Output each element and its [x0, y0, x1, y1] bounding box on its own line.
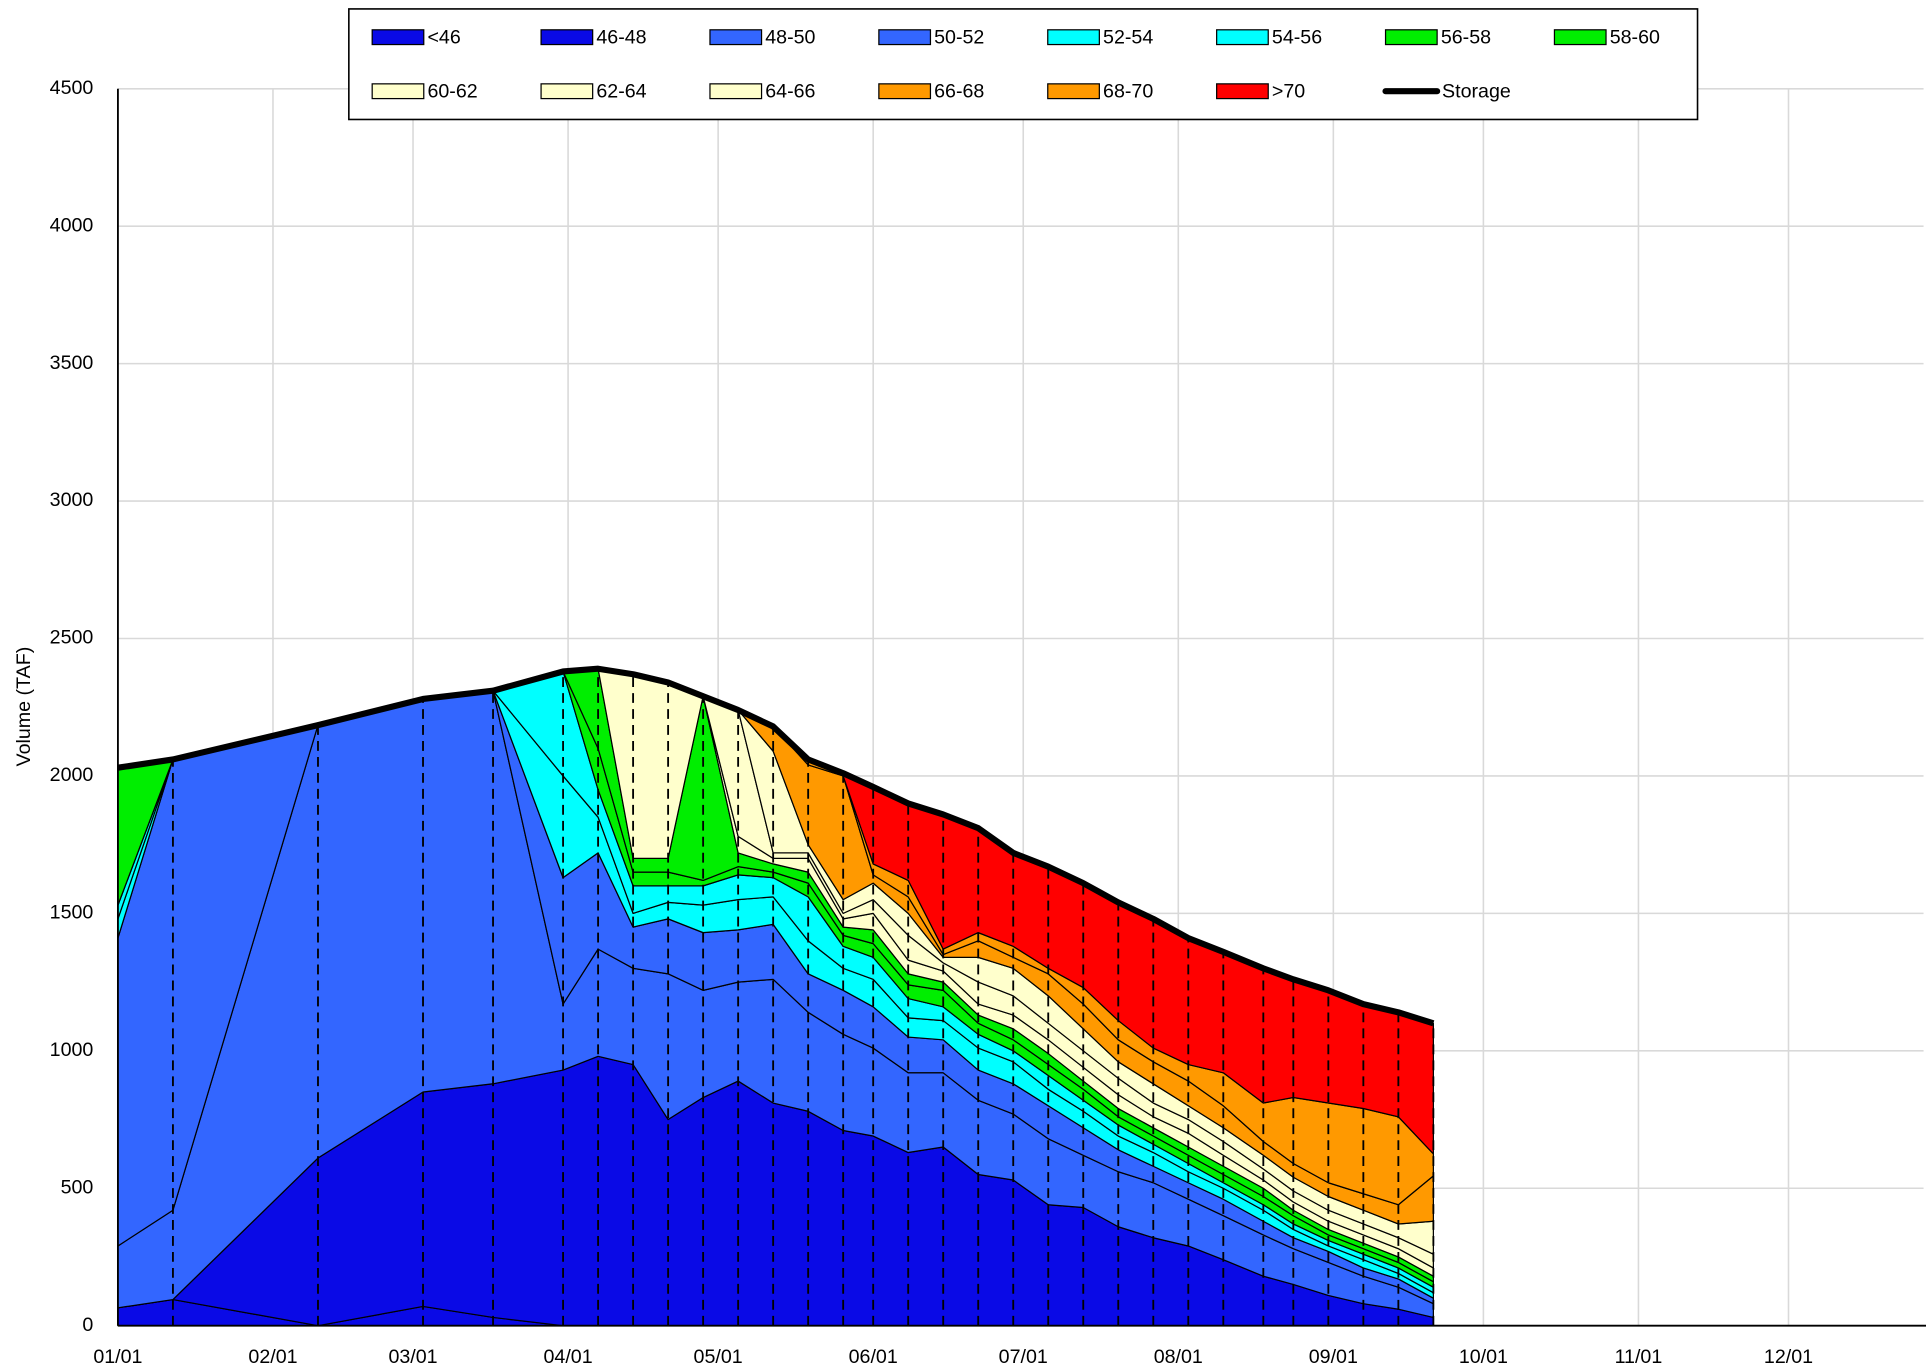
x-tick-label: 05/01 — [694, 1346, 743, 1368]
x-tick-label: 01/01 — [93, 1346, 142, 1368]
legend-label: 56-58 — [1441, 27, 1491, 49]
legend-swatch — [1384, 29, 1438, 46]
y-tick-label: 3500 — [50, 352, 94, 374]
legend-swatch — [878, 83, 932, 100]
legend-label: 66-68 — [934, 81, 984, 103]
legend-label: 50-52 — [934, 27, 984, 49]
x-tick-label: 10/01 — [1459, 1346, 1508, 1368]
legend-label: 54-56 — [1272, 27, 1322, 49]
legend-label: 62-64 — [596, 81, 646, 103]
legend-swatch — [1216, 83, 1269, 100]
legend-swatch — [1047, 29, 1100, 46]
legend-label: 58-60 — [1610, 27, 1660, 49]
x-tick-label: 04/01 — [543, 1346, 592, 1368]
x-tick-label: 02/01 — [248, 1346, 297, 1368]
y-tick-label: 2000 — [50, 764, 94, 786]
x-tick-label: 09/01 — [1309, 1346, 1358, 1368]
legend-swatch — [1216, 29, 1269, 46]
legend-label: 68-70 — [1103, 81, 1153, 103]
y-tick-label: 1000 — [50, 1039, 94, 1061]
y-tick-label: 4000 — [50, 214, 94, 236]
x-tick-label: 12/01 — [1764, 1346, 1813, 1368]
legend-swatch — [540, 83, 594, 100]
legend-swatch — [709, 83, 763, 100]
legend-label: >70 — [1272, 81, 1305, 103]
legend-swatch — [709, 29, 763, 46]
y-tick-label: 500 — [61, 1176, 94, 1198]
x-tick-label: 07/01 — [999, 1346, 1048, 1368]
x-tick-label: 03/01 — [388, 1346, 437, 1368]
legend-swatch — [540, 29, 594, 46]
y-tick-label: 2500 — [50, 627, 94, 649]
legend-label: 60-62 — [427, 81, 477, 103]
legend-label: 48-50 — [765, 27, 815, 49]
legend-swatch — [371, 83, 425, 100]
x-tick-label: 08/01 — [1154, 1346, 1203, 1368]
y-tick-label: 1500 — [50, 902, 94, 924]
legend-label: 52-54 — [1103, 27, 1153, 49]
y-tick-label: 4500 — [50, 77, 94, 99]
legend-swatch — [371, 29, 425, 46]
y-axis-title: Volume (TAF) — [13, 647, 35, 767]
legend-label: 46-48 — [596, 27, 646, 49]
x-tick-label: 11/01 — [1615, 1346, 1663, 1368]
y-tick-label: 3000 — [50, 489, 94, 511]
y-tick-label: 0 — [82, 1314, 93, 1336]
legend-box — [348, 8, 1699, 121]
legend-label: Storage — [1442, 81, 1511, 103]
storage-line — [117, 665, 1435, 1027]
legend-label: <46 — [427, 27, 460, 49]
legend-swatch — [878, 29, 932, 46]
legend-label: 64-66 — [765, 81, 815, 103]
legend-swatch — [1553, 29, 1607, 46]
legend-swatch — [1047, 83, 1100, 100]
x-tick-label: 06/01 — [849, 1346, 898, 1368]
